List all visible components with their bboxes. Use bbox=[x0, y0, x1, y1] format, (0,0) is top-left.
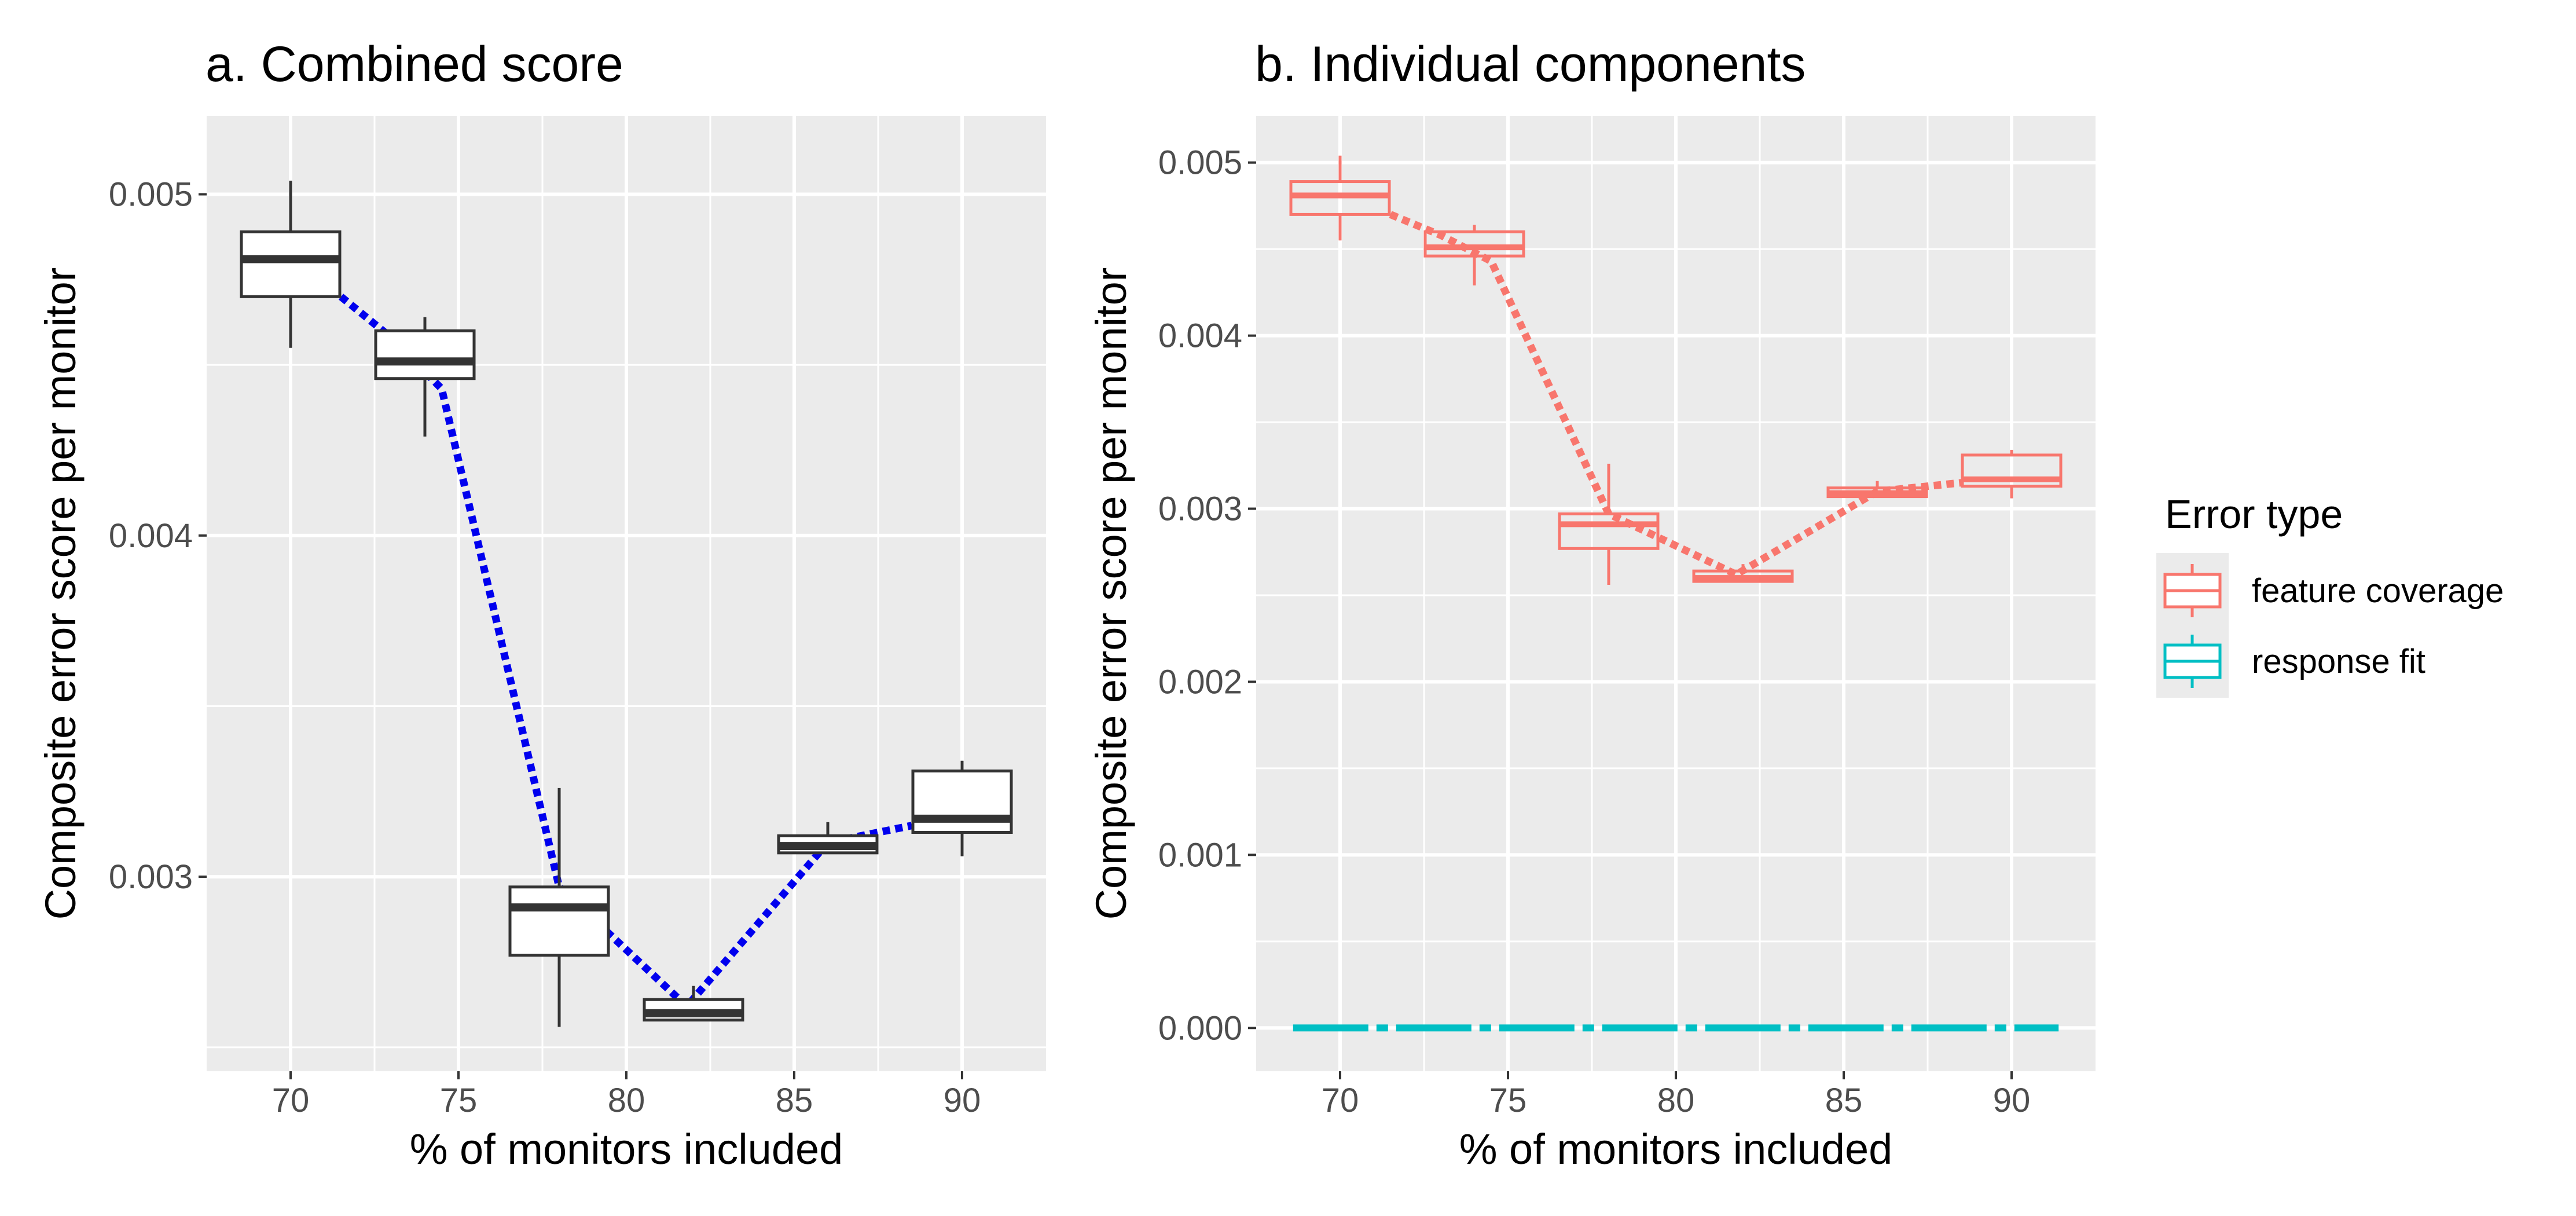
x-tick-label: 90 bbox=[944, 1082, 981, 1119]
x-tick-label: 90 bbox=[1993, 1082, 2031, 1119]
y-tick-label: 0.000 bbox=[1158, 1009, 1242, 1047]
x-tick-label: 70 bbox=[1322, 1082, 1359, 1119]
box bbox=[374, 317, 476, 437]
x-tick-label: 80 bbox=[1657, 1082, 1695, 1119]
panel-a-tick-labels: 70 75 80 85 90 0.003 0.004 0.005 bbox=[109, 176, 981, 1119]
legend: Error type feature coverage response fit bbox=[2156, 492, 2504, 698]
panel-b-gridlines bbox=[1256, 116, 2096, 1071]
box bbox=[1961, 449, 2063, 499]
box bbox=[1423, 225, 1525, 285]
x-tick-label: 80 bbox=[608, 1082, 645, 1119]
box bbox=[1826, 481, 1928, 499]
box-iqr bbox=[1961, 453, 2063, 488]
x-tick-label: 85 bbox=[1825, 1082, 1863, 1119]
box bbox=[1289, 155, 1391, 241]
box bbox=[1692, 564, 1794, 583]
y-tick-label: 0.004 bbox=[1158, 317, 1242, 355]
y-tick-label: 0.001 bbox=[1158, 836, 1242, 874]
box bbox=[777, 822, 879, 855]
x-tick-label: 75 bbox=[1489, 1082, 1527, 1119]
box-iqr bbox=[1558, 512, 1660, 550]
panel-b-y-axis-title: Composite error score per monitor bbox=[1087, 268, 1135, 920]
panel-a-gridlines bbox=[207, 116, 1046, 1071]
y-tick-label: 0.002 bbox=[1158, 663, 1242, 701]
y-tick-label: 0.005 bbox=[109, 176, 193, 214]
panel-b-x-axis-title: % of monitors included bbox=[1459, 1125, 1893, 1173]
box bbox=[643, 986, 744, 1022]
box-iqr bbox=[508, 885, 610, 957]
panel-a-y-axis-title: Composite error score per monitor bbox=[36, 268, 85, 920]
y-tick-label: 0.004 bbox=[109, 517, 193, 555]
y-tick-label: 0.005 bbox=[1158, 144, 1242, 182]
box bbox=[240, 180, 342, 348]
legend-key bbox=[2163, 635, 2222, 688]
panel-b-boxes bbox=[1289, 155, 2063, 585]
legend-label: response fit bbox=[2252, 643, 2425, 680]
panel-a: a. Combined score 70 75 80 85 90 0.003 0.004 0.… bbox=[36, 36, 1046, 1173]
box-iqr bbox=[240, 230, 342, 298]
panel-a-boxes bbox=[240, 180, 1013, 1027]
legend-label: feature coverage bbox=[2252, 572, 2504, 610]
panel-a-title: a. Combined score bbox=[206, 36, 623, 92]
box-iqr bbox=[911, 769, 1013, 834]
box bbox=[508, 788, 610, 1027]
panel-b-title: b. Individual components bbox=[1255, 36, 1806, 92]
x-tick-label: 75 bbox=[440, 1082, 478, 1119]
box bbox=[1558, 463, 1660, 585]
box-iqr bbox=[374, 329, 476, 380]
y-tick-label: 0.003 bbox=[1158, 490, 1242, 528]
panel-b-tick-labels: 70 75 80 85 90 0.000 0.001 0.002 0.003 0.004 0.005 bbox=[1158, 144, 2030, 1119]
box-iqr bbox=[1423, 230, 1525, 258]
box bbox=[911, 760, 1013, 856]
legend-key bbox=[2163, 564, 2222, 617]
panel-a-x-axis-title: % of monitors included bbox=[410, 1125, 843, 1173]
x-tick-label: 70 bbox=[272, 1082, 310, 1119]
legend-title: Error type bbox=[2165, 492, 2343, 537]
panel-b: b. Individual components 70 75 80 85 90 0.000… bbox=[1087, 36, 2096, 1173]
y-tick-label: 0.003 bbox=[109, 858, 193, 896]
x-tick-label: 85 bbox=[776, 1082, 813, 1119]
legend-items: feature coverage response fit bbox=[2156, 553, 2504, 698]
